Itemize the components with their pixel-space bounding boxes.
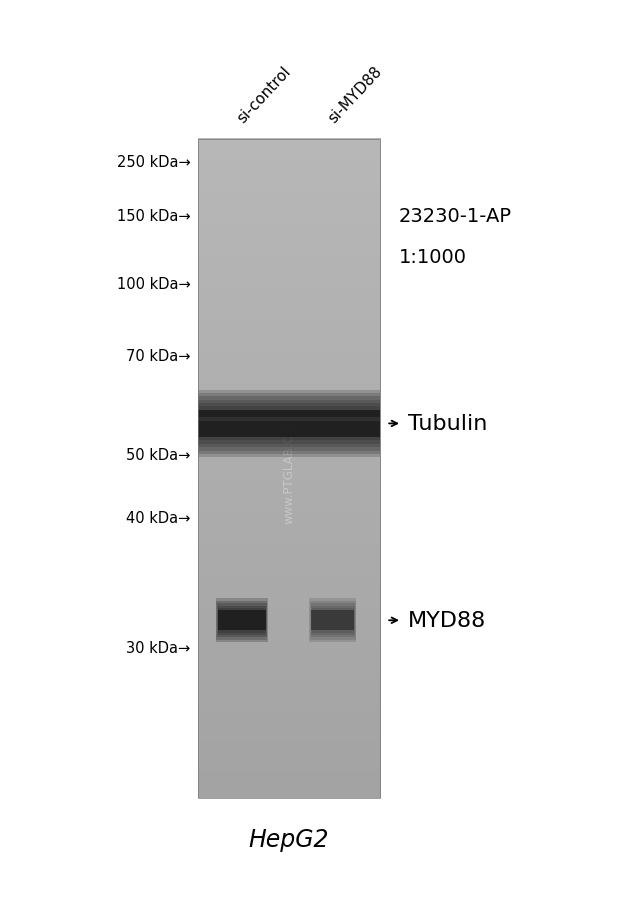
Text: 150 kDa→: 150 kDa→	[117, 209, 190, 224]
Text: www.PTGLAB.COM: www.PTGLAB.COM	[283, 415, 295, 523]
Text: si-MYD88: si-MYD88	[325, 64, 384, 126]
Bar	[198, 397, 380, 451]
Text: 100 kDa→: 100 kDa→	[117, 277, 190, 291]
Text: 23230-1-AP: 23230-1-AP	[399, 207, 512, 226]
Bar	[310, 601, 356, 640]
Bar	[218, 606, 266, 635]
Text: 250 kDa→: 250 kDa→	[117, 155, 190, 170]
Bar	[198, 140, 380, 798]
Bar	[217, 603, 267, 638]
Text: Tubulin: Tubulin	[408, 414, 487, 434]
Bar	[198, 410, 380, 437]
Text: MYD88: MYD88	[408, 611, 487, 630]
Bar	[216, 601, 268, 640]
Bar	[219, 608, 265, 633]
Bar	[309, 599, 357, 642]
Bar	[198, 417, 380, 421]
Bar	[311, 608, 354, 633]
Text: 50 kDa→: 50 kDa→	[126, 447, 190, 462]
Text: 1:1000: 1:1000	[399, 247, 467, 267]
Text: 70 kDa→: 70 kDa→	[126, 349, 190, 364]
Text: si-control: si-control	[234, 64, 293, 126]
Bar	[198, 407, 380, 441]
Bar	[198, 403, 380, 444]
Bar	[218, 611, 266, 630]
Bar	[198, 393, 380, 455]
Bar	[198, 400, 380, 447]
Bar	[311, 611, 354, 630]
Text: 40 kDa→: 40 kDa→	[126, 511, 190, 525]
Bar	[215, 599, 268, 642]
Bar	[311, 606, 355, 635]
Bar	[310, 603, 355, 638]
Text: 30 kDa→: 30 kDa→	[126, 640, 190, 655]
Text: HepG2: HepG2	[249, 827, 329, 851]
Bar	[198, 391, 380, 457]
